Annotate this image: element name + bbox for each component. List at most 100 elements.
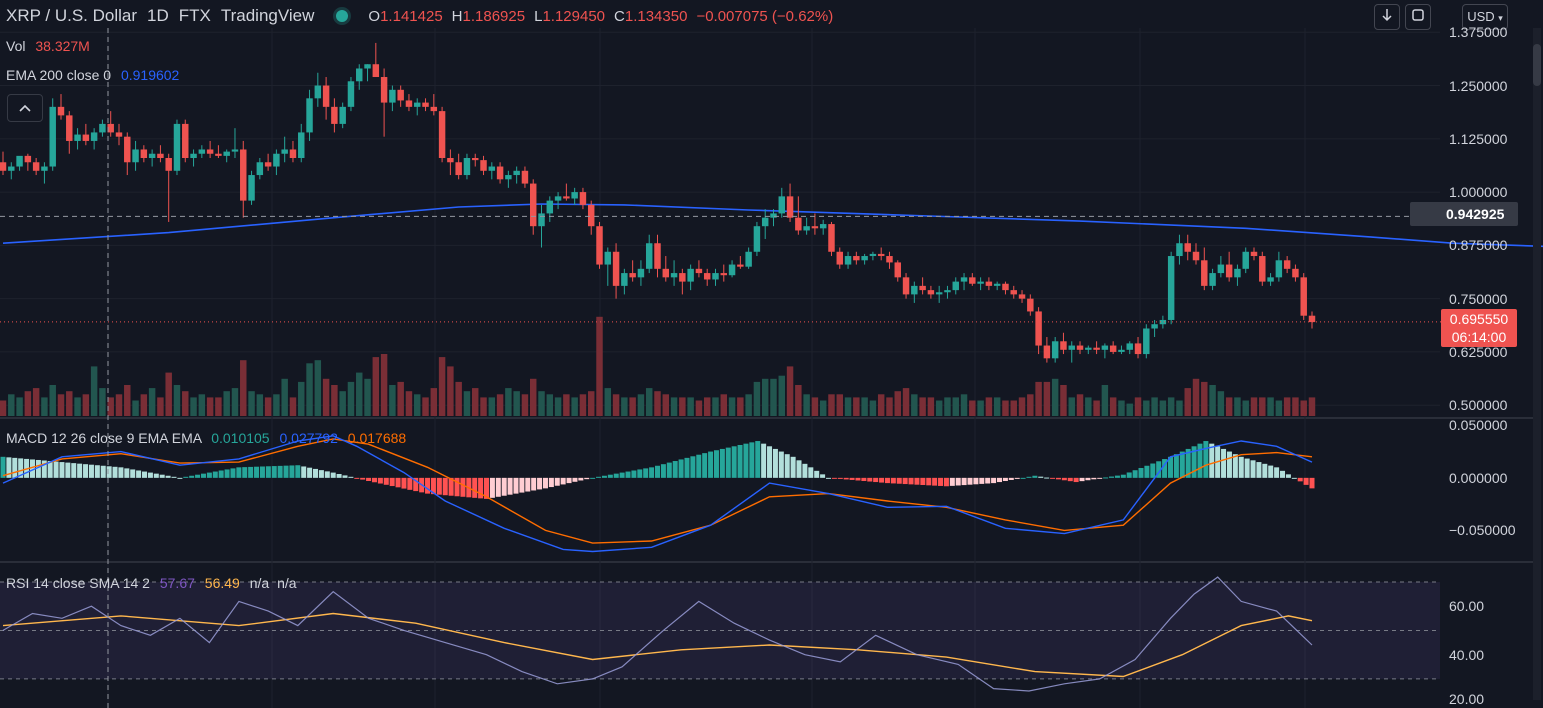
macd-histogram-bar <box>761 443 767 478</box>
volume-legend[interactable]: Vol 38.327M <box>6 38 90 54</box>
macd-histogram-bar <box>537 477 543 490</box>
candle-body <box>1043 345 1051 359</box>
candle-body <box>587 204 595 227</box>
volume-bar <box>99 388 106 416</box>
candle-body <box>985 281 993 286</box>
ema-value: 0.919602 <box>120 67 180 83</box>
volume-bar <box>66 391 73 416</box>
macd-histogram-bar <box>831 477 837 479</box>
candle-body <box>654 243 661 269</box>
price-tick-label: 0.875000 <box>1449 237 1508 254</box>
macd-histogram-bar <box>1238 456 1244 478</box>
volume-bar <box>778 375 786 416</box>
ema-legend[interactable]: EMA 200 close 0 0.919602 <box>6 67 180 83</box>
macd-histogram-bar <box>59 462 65 478</box>
candle-body <box>993 283 1001 286</box>
candle-body <box>472 158 479 161</box>
macd-histogram-bar <box>843 477 849 480</box>
candle-body <box>422 102 429 107</box>
volume-bar <box>438 357 446 416</box>
candle-body <box>1076 345 1084 350</box>
volume-bar <box>1010 400 1017 416</box>
volume-bar <box>662 394 670 416</box>
scrollbar-thumb[interactable] <box>1533 44 1541 86</box>
grid-lines <box>0 28 1533 708</box>
symbol-title[interactable]: XRP / U.S. Dollar <box>6 6 138 25</box>
interval-label[interactable]: 1D <box>147 6 169 25</box>
macd-histogram-bar <box>637 469 643 478</box>
volume-bar <box>372 357 380 416</box>
macd-histogram-bar <box>1032 475 1038 478</box>
volume-bar <box>463 391 471 416</box>
macd-histogram-bar <box>371 477 377 483</box>
candle-body <box>1192 251 1200 261</box>
candle-body <box>911 285 918 295</box>
volume-bar <box>182 391 189 416</box>
candle-body <box>132 149 139 163</box>
volume-bar <box>57 394 65 416</box>
volume-bar <box>521 394 529 416</box>
volume-bar <box>621 397 628 416</box>
rsi-legend[interactable]: RSI 14 close SMA 14 2 57.67 56.49 n/a n/… <box>6 575 297 591</box>
macd-histogram-bar <box>212 471 218 478</box>
candle-body <box>1234 268 1241 278</box>
macd-histogram-bar <box>926 477 932 486</box>
volume-bar <box>902 388 910 416</box>
macd-histogram-bar <box>572 477 578 482</box>
rsi-sma-line <box>2 612 1313 678</box>
macd-histogram-bar <box>749 442 755 478</box>
macd-histogram-bar <box>1103 477 1109 479</box>
volume-bar <box>728 397 736 416</box>
volume-bar <box>1002 400 1009 416</box>
macd-histogram-bar <box>1285 474 1291 478</box>
volume-bar <box>853 397 860 416</box>
macd-histogram-bar <box>1126 472 1132 478</box>
macd-histogram-bar <box>1167 456 1173 478</box>
candle-body <box>695 268 703 274</box>
macd-legend[interactable]: MACD 12 26 close 9 EMA EMA 0.010105 0.02… <box>6 430 407 446</box>
volume-bar <box>960 394 968 416</box>
macd-histogram-bar <box>507 477 513 495</box>
macd-histogram-bar <box>578 477 584 481</box>
candle-body <box>1101 345 1109 350</box>
macd-histogram-bar <box>1173 454 1179 478</box>
macd-histogram-bar <box>265 466 271 478</box>
macd-signal-value: 0.017688 <box>347 430 407 446</box>
volume-bar <box>1184 388 1191 416</box>
macd-histogram-bar <box>1291 477 1297 479</box>
volume-bar <box>828 394 835 416</box>
candle-body <box>1201 260 1208 286</box>
macd-histogram-bar <box>1073 477 1079 483</box>
volume-bar <box>496 394 504 416</box>
macd-histogram-bar <box>47 461 53 478</box>
candle-body <box>16 155 23 167</box>
candle-body <box>372 64 380 78</box>
candle-body <box>1060 341 1067 350</box>
candle-body <box>1051 341 1059 359</box>
candle-body <box>604 251 612 265</box>
volume-bar <box>538 391 545 416</box>
collapse-legend-button[interactable] <box>7 94 43 122</box>
volume-bar <box>455 381 462 416</box>
macd-histogram-bar <box>1191 446 1197 478</box>
candle-body <box>1126 343 1133 350</box>
price-tick-label: 1.125000 <box>1449 130 1508 147</box>
scrollbar-track[interactable] <box>1533 28 1541 700</box>
macd-histogram-bar <box>991 477 997 484</box>
macd-histogram-bar <box>820 474 826 478</box>
currency-select[interactable]: USD ▾ <box>1462 4 1508 30</box>
macd-histogram-bar <box>772 448 778 478</box>
macd-histogram-bar <box>106 466 112 478</box>
volume-bar <box>24 391 32 416</box>
candle-body <box>1300 277 1307 316</box>
volume-bar <box>389 385 396 416</box>
macd-histogram-bar <box>542 477 548 489</box>
candle-body <box>894 262 901 278</box>
fullscreen-button[interactable] <box>1405 4 1431 30</box>
candle-body <box>1027 298 1034 312</box>
download-button[interactable] <box>1374 4 1400 30</box>
macd-histogram-bar <box>590 477 596 479</box>
macd-histogram-bar <box>413 477 419 492</box>
candle-body <box>728 264 736 276</box>
